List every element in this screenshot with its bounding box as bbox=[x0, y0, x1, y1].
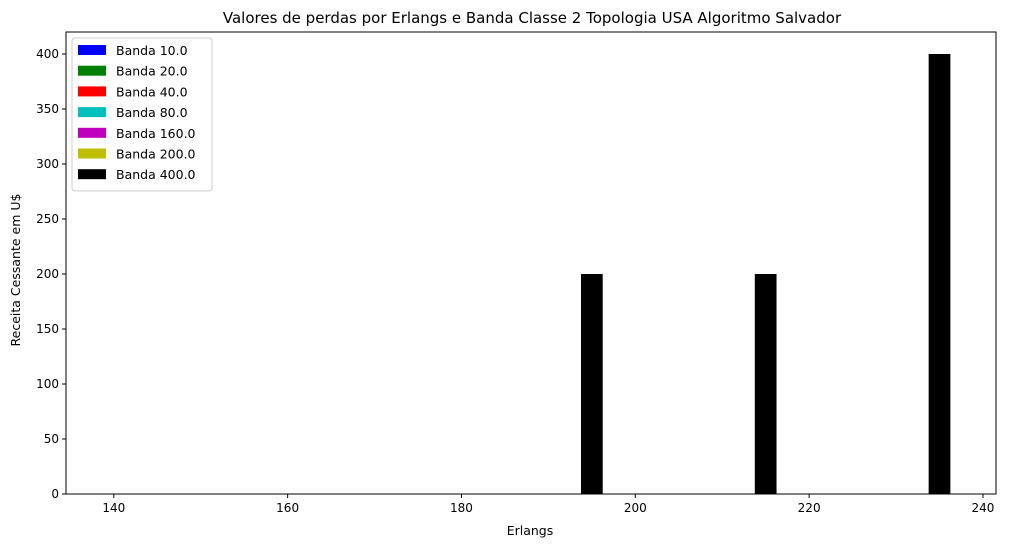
legend-swatch bbox=[78, 45, 106, 55]
chart-title: Valores de perdas por Erlangs e Banda Cl… bbox=[223, 9, 842, 27]
legend-swatch bbox=[78, 169, 106, 180]
x-tick-label: 140 bbox=[102, 501, 125, 515]
legend-label: Banda 160.0 bbox=[116, 126, 196, 141]
y-tick-label: 150 bbox=[36, 322, 59, 336]
legend-frame bbox=[71, 37, 213, 192]
legend-swatch bbox=[78, 148, 106, 159]
legend-label: Banda 20.0 bbox=[116, 64, 188, 79]
bar bbox=[928, 54, 951, 494]
legend-swatch bbox=[78, 127, 106, 138]
x-tick-label: 160 bbox=[276, 501, 299, 515]
x-tick-label: 200 bbox=[624, 501, 647, 515]
bar bbox=[580, 274, 603, 494]
legend-swatch bbox=[78, 107, 106, 118]
legend-label: Banda 200.0 bbox=[116, 147, 196, 162]
y-tick-label: 400 bbox=[36, 47, 59, 61]
bar bbox=[754, 274, 777, 494]
y-tick-label: 100 bbox=[36, 377, 59, 391]
y-tick-label: 350 bbox=[36, 102, 59, 116]
x-tick-label: 240 bbox=[972, 501, 995, 515]
y-tick-label: 0 bbox=[51, 487, 59, 501]
legend-label: Banda 80.0 bbox=[116, 105, 188, 120]
x-axis-label: Erlangs bbox=[507, 523, 554, 538]
legend-swatch bbox=[78, 65, 106, 76]
y-tick-label: 200 bbox=[36, 267, 59, 281]
y-axis: 0 50 100 150 200 250 300 350 400 bbox=[36, 47, 66, 501]
y-tick-label: 250 bbox=[36, 212, 59, 226]
plot-frame bbox=[65, 31, 997, 495]
y-axis-label: Receita Cessante em U$ bbox=[8, 194, 23, 347]
x-axis: 140 160 180 200 220 240 bbox=[102, 494, 994, 515]
legend: Banda 10.0 Banda 20.0 Banda 40.0 Banda 80.0… bbox=[71, 37, 213, 192]
plot-area bbox=[65, 31, 997, 495]
x-tick-label: 180 bbox=[450, 501, 473, 515]
legend-label: Banda 10.0 bbox=[116, 43, 188, 58]
bars-group bbox=[580, 54, 951, 494]
legend-swatch bbox=[78, 86, 106, 97]
legend-label: Banda 40.0 bbox=[116, 84, 188, 99]
legend-label: Banda 400.0 bbox=[116, 167, 196, 182]
y-tick-label: 50 bbox=[44, 432, 59, 446]
y-tick-label: 300 bbox=[36, 157, 59, 171]
x-tick-label: 220 bbox=[798, 501, 821, 515]
